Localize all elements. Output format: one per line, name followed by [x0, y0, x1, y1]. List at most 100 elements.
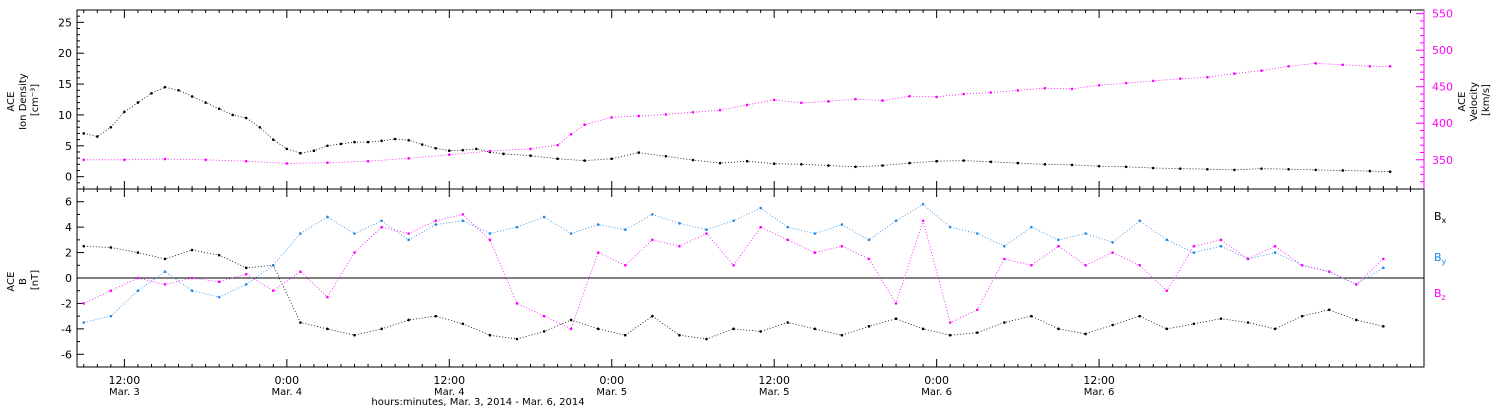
- by-point: [813, 232, 817, 235]
- density-point: [610, 157, 614, 161]
- legend-y: By: [1434, 251, 1447, 266]
- bx-point: [1165, 327, 1169, 331]
- x-tick-date: Mar. 3: [109, 387, 140, 398]
- bz-point: [542, 314, 546, 318]
- density-point: [461, 148, 465, 152]
- velocity-point: [881, 99, 884, 102]
- x-tick-time: 12:00: [1083, 374, 1115, 387]
- bx-point: [867, 325, 871, 328]
- density-tick-label: 5: [65, 140, 72, 153]
- top-panel-data: [82, 62, 1392, 174]
- bfield-ylabel: ACE B [nT]: [6, 268, 41, 291]
- density-point: [854, 165, 857, 169]
- x-tick-time: 0:00: [924, 374, 949, 387]
- density-point: [475, 147, 478, 151]
- density-point: [339, 142, 343, 146]
- velocity-tick-label: 550: [1432, 8, 1453, 21]
- by-point: [190, 289, 194, 293]
- bx-point: [840, 333, 844, 337]
- density-point: [1097, 164, 1101, 168]
- bz-point: [596, 251, 600, 254]
- bz-point: [759, 225, 762, 229]
- density-point: [502, 152, 505, 156]
- bz-point: [813, 251, 817, 254]
- density-point: [529, 154, 532, 157]
- bfield-tick-label: -6: [61, 348, 72, 361]
- bx-point: [1057, 327, 1060, 331]
- velocity-point: [123, 158, 126, 162]
- density-point: [393, 137, 397, 141]
- legend-z: Bz: [1434, 287, 1446, 302]
- bz-point: [136, 276, 140, 280]
- x-tick-date: Mar. 4: [434, 387, 465, 398]
- velocity-point: [407, 157, 410, 160]
- velocity-point: [772, 98, 776, 102]
- legend-x: Bx: [1434, 210, 1447, 225]
- density-point: [96, 135, 99, 138]
- by-point: [461, 219, 465, 223]
- bx-point: [1192, 322, 1196, 326]
- bx-point: [623, 333, 627, 337]
- bx-point: [326, 327, 329, 331]
- bz-point: [380, 225, 383, 229]
- bz-point: [515, 302, 519, 305]
- x-axis-label: hours:minutes, Mar. 3, 2014 - Mar. 6, 20…: [371, 397, 584, 408]
- by-point: [1273, 251, 1277, 254]
- density-point: [962, 159, 966, 162]
- velocity-point: [447, 153, 451, 156]
- bfield-tick-label: -4: [61, 323, 72, 336]
- density-point: [1043, 163, 1047, 166]
- bx-point: [353, 333, 356, 337]
- by-point: [299, 232, 302, 235]
- by-point: [1382, 266, 1385, 270]
- density-point: [1124, 165, 1128, 169]
- bx-point: [596, 327, 600, 331]
- bx-point: [1355, 318, 1358, 322]
- density-point: [583, 159, 586, 162]
- by-point: [948, 225, 952, 229]
- top-panel-frame: [76, 9, 1425, 190]
- velocity-point: [1341, 63, 1345, 67]
- velocity-point: [1260, 69, 1263, 72]
- velocity-point: [827, 100, 830, 103]
- velocity-axis: 350 400 450 500 550: [1416, 8, 1453, 189]
- density-point: [82, 132, 86, 135]
- x-tick-time: 0:00: [599, 374, 624, 387]
- density-point: [1206, 167, 1209, 171]
- bx-point: [948, 333, 952, 337]
- by-point: [786, 225, 790, 229]
- bx-point: [1273, 327, 1277, 331]
- by-point: [163, 270, 167, 273]
- density-point: [434, 146, 438, 150]
- density-tick-label: 15: [58, 78, 72, 91]
- density-point: [1179, 167, 1182, 170]
- bz-point: [353, 251, 356, 254]
- bz-point-trace: [83, 213, 1384, 330]
- velocity-point: [285, 162, 289, 165]
- density-ylabel: ACE Ion Density [cm⁻³]: [6, 70, 41, 130]
- by-point: [82, 321, 86, 324]
- bx-point: [975, 331, 979, 334]
- velocity-tick-label: 500: [1432, 44, 1453, 57]
- velocity-point: [962, 92, 966, 96]
- velocity-tick-label: 450: [1432, 81, 1453, 94]
- bz-point: [434, 219, 438, 223]
- x-tick-time: 0:00: [274, 374, 299, 387]
- velocity-point: [1206, 75, 1209, 79]
- density-point: [123, 110, 126, 114]
- density-point: [908, 161, 911, 165]
- bx-point: [434, 314, 438, 318]
- bx-point: [1382, 325, 1385, 328]
- density-point: [881, 164, 884, 167]
- velocity-point: [637, 114, 641, 118]
- x-tick-date: Mar. 6: [921, 387, 952, 398]
- bz-point: [1300, 263, 1304, 267]
- velocity-point: [1388, 64, 1392, 68]
- x-tick-time: 12:00: [109, 374, 141, 387]
- density-point: [299, 151, 302, 155]
- velocity-point: [908, 94, 911, 98]
- bottom-panel-data: [82, 202, 1385, 341]
- density-point: [190, 95, 194, 98]
- velocity-point: [366, 159, 370, 163]
